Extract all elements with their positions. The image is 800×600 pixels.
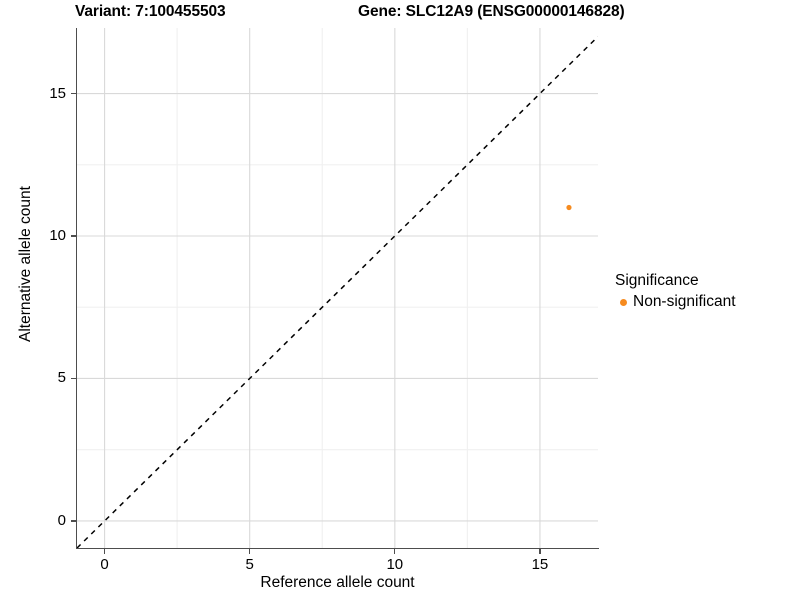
- x-tick-mark: [539, 549, 541, 554]
- x-tick-label: 15: [531, 556, 549, 573]
- y-tick-mark: [71, 235, 76, 237]
- legend-items: Non-significant: [615, 293, 736, 311]
- data-points-group: [566, 204, 572, 211]
- x-tick-mark: [249, 549, 251, 554]
- y-tick-label: 10: [49, 227, 66, 244]
- gene-title: Gene: SLC12A9 (ENSG00000146828): [358, 3, 625, 20]
- data-point[interactable]: [566, 204, 572, 211]
- x-tick-label: 5: [245, 556, 254, 573]
- y-tick-mark: [71, 520, 76, 522]
- y-tick-label: 5: [57, 369, 66, 387]
- x-axis-line: [77, 548, 599, 550]
- circle-marker-icon: [619, 298, 627, 306]
- x-tick-mark: [394, 549, 396, 554]
- legend-item[interactable]: Non-significant: [615, 293, 736, 311]
- major-gridlines: [77, 28, 598, 548]
- legend-swatch: [615, 294, 631, 310]
- grid-and-data-layer: [77, 28, 598, 548]
- x-axis-title: Reference allele count: [260, 574, 415, 591]
- y-tick-label: 15: [49, 84, 66, 102]
- variant-title: Variant: 7:100455503: [75, 3, 226, 20]
- y-tick-label: 0: [57, 511, 66, 529]
- plot-panel: [77, 28, 598, 548]
- identity-reference-line: [77, 36, 598, 548]
- minor-gridlines: [77, 28, 598, 548]
- legend-item-label: Non-significant: [633, 293, 736, 310]
- y-axis-title: Alternative allele count: [17, 186, 34, 342]
- x-tick-label: 10: [386, 556, 404, 573]
- x-tick-mark: [103, 549, 106, 554]
- legend-title: Significance: [615, 272, 699, 289]
- y-axis-line: [76, 28, 78, 549]
- y-tick-mark: [71, 92, 76, 95]
- legend: Significance Non-significant: [615, 272, 736, 311]
- y-tick-mark: [71, 377, 76, 380]
- x-tick-label: 0: [100, 556, 109, 573]
